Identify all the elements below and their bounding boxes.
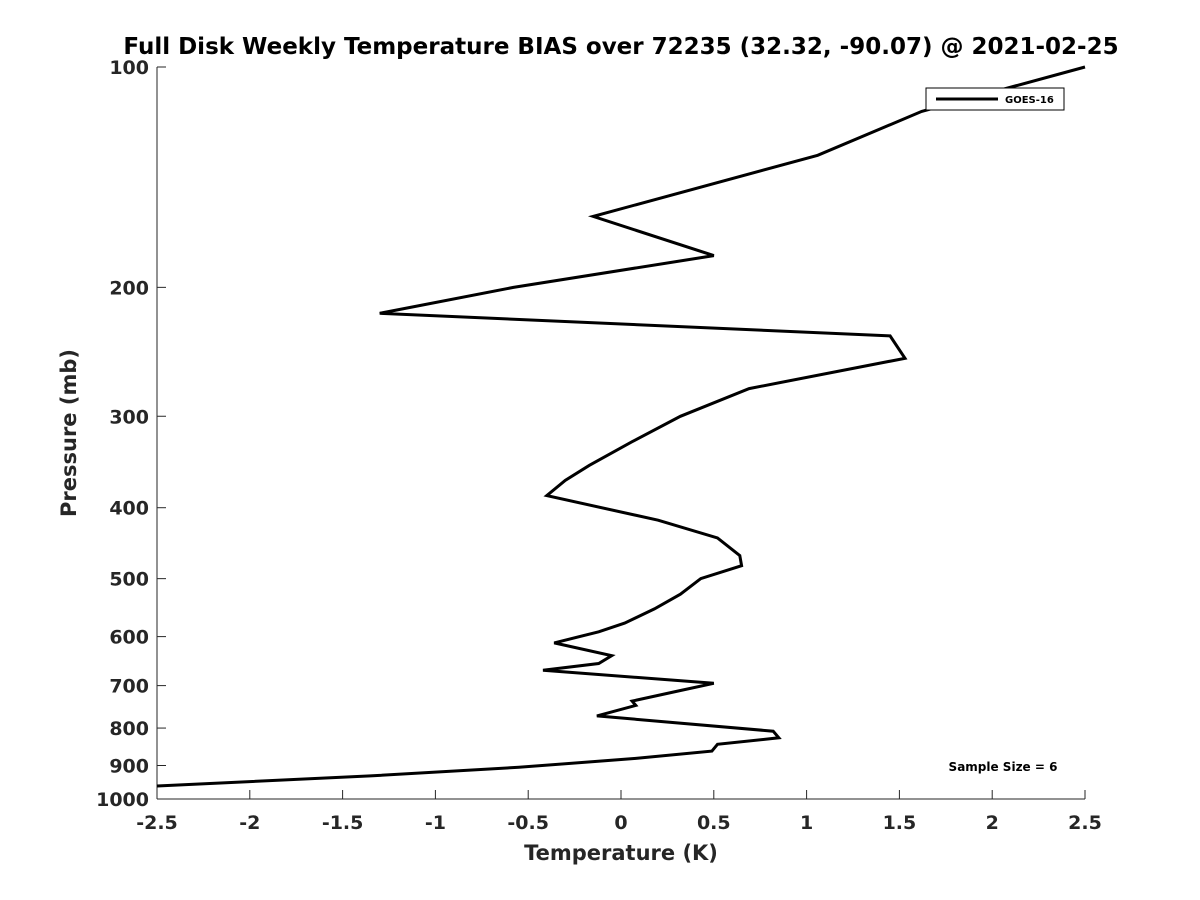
y-tick-label: 800 [109, 718, 149, 740]
y-axis-label: Pressure (mb) [57, 349, 81, 517]
x-tick-label: 2.5 [1068, 812, 1102, 834]
x-tick-label: 2 [986, 812, 999, 834]
x-tick-label: 0 [614, 812, 627, 834]
x-tick-label: -2.5 [136, 812, 178, 834]
series-line-goes-16 [156, 65, 1086, 788]
x-tick-label: -1.5 [322, 812, 364, 834]
x-ticks: -2.5 -2 -1.5 -1 -0.5 0 0.5 1 1.5 2 2.5 [136, 790, 1102, 834]
y-tick-label: 500 [109, 569, 149, 591]
y-tick-label: 200 [109, 277, 149, 299]
y-tick-label: 400 [109, 498, 149, 520]
legend: GOES-16 [925, 87, 1065, 111]
y-tick-label: 300 [109, 406, 149, 428]
x-tick-label: 1.5 [883, 812, 917, 834]
x-tick-label: -0.5 [507, 812, 549, 834]
sample-size-annotation: Sample Size = 6 [949, 760, 1058, 774]
y-tick-label: 700 [109, 676, 149, 698]
plot-area [157, 67, 1085, 799]
x-tick-label: 0.5 [697, 812, 731, 834]
x-axis-label: Temperature (K) [524, 841, 718, 865]
legend-label: GOES-16 [1005, 95, 1054, 106]
y-ticks: 100 200 300 400 500 600 700 800 900 1000 [96, 57, 166, 811]
y-tick-label: 1000 [96, 789, 149, 811]
y-tick-label: 900 [109, 756, 149, 778]
x-tick-label: 1 [800, 812, 813, 834]
y-tick-label: 600 [109, 627, 149, 649]
y-tick-label: 100 [109, 57, 149, 79]
x-tick-label: -2 [239, 812, 260, 834]
chart-title: Full Disk Weekly Temperature BIAS over 7… [123, 34, 1118, 60]
x-tick-label: -1 [425, 812, 446, 834]
